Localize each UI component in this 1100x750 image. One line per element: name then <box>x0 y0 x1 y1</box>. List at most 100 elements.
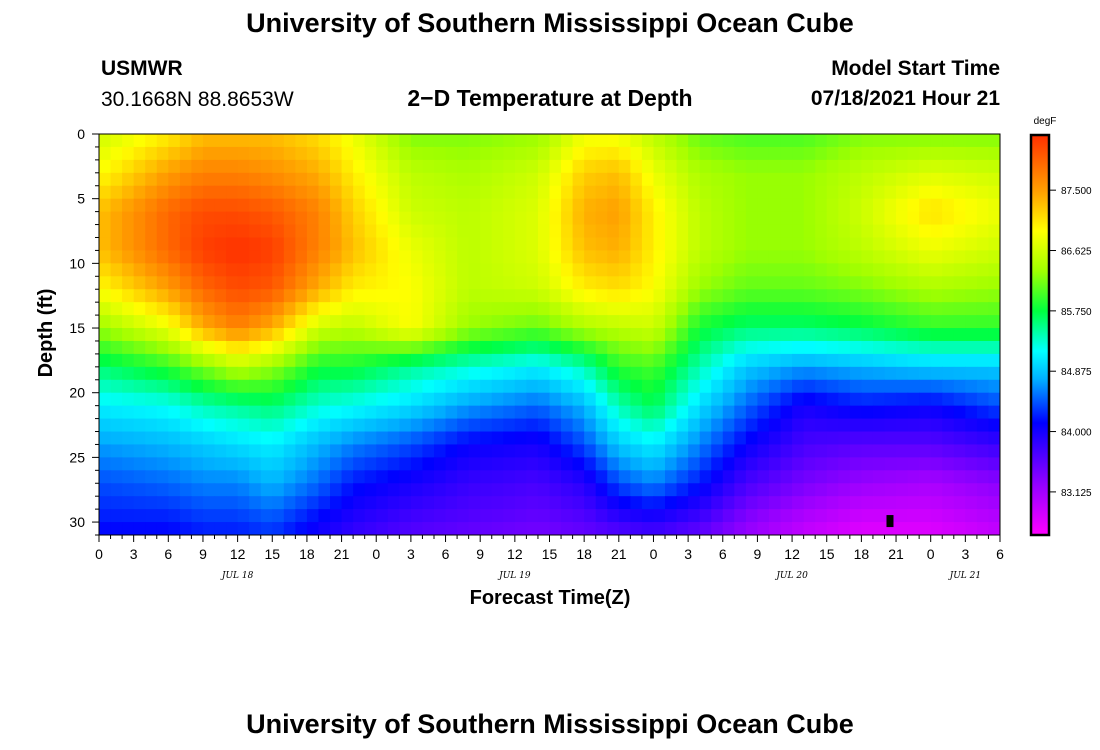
heatmap-cell <box>179 315 193 329</box>
heatmap-cell <box>272 366 285 381</box>
heatmap-cell <box>202 431 216 446</box>
heatmap-cell <box>942 431 955 446</box>
heatmap-cell <box>584 198 597 213</box>
heatmap-cell <box>745 172 759 187</box>
heatmap-cell <box>965 340 978 355</box>
heatmap-cell <box>122 405 135 420</box>
heatmap-cell <box>711 379 724 394</box>
heatmap-cell <box>572 315 585 329</box>
heatmap-cell <box>665 470 678 484</box>
heatmap-cell <box>122 185 135 200</box>
heatmap-cell <box>226 405 239 420</box>
heatmap-cell <box>919 159 932 174</box>
heatmap-cell <box>514 237 527 252</box>
heatmap-cell <box>353 185 366 200</box>
heatmap-cell <box>491 302 504 316</box>
heatmap-cell <box>815 340 828 355</box>
heatmap-cell <box>168 302 181 316</box>
heatmap-cell <box>907 134 920 148</box>
heatmap-cell <box>491 431 504 446</box>
heatmap-cell <box>249 146 262 161</box>
heatmap-cell <box>965 211 978 226</box>
heatmap-cell <box>618 276 631 290</box>
heatmap-cell <box>318 185 331 200</box>
x-tick-label: 21 <box>611 546 627 562</box>
heatmap-cell <box>665 392 678 407</box>
heatmap-cell <box>930 379 943 394</box>
heatmap-cell <box>422 470 435 484</box>
heatmap-cell <box>699 211 712 226</box>
heatmap-cell <box>260 379 273 394</box>
heatmap-cell <box>260 353 273 368</box>
heatmap-cell <box>122 302 135 316</box>
heatmap-cell <box>445 522 458 535</box>
heatmap-cell <box>838 418 851 433</box>
heatmap-cell <box>191 172 204 187</box>
heatmap-cell <box>688 340 701 355</box>
heatmap-cell <box>780 250 793 264</box>
heatmap-cell <box>711 250 724 264</box>
heatmap-cell <box>942 237 955 252</box>
heatmap-cell <box>514 198 527 213</box>
heatmap-cell <box>410 302 424 316</box>
heatmap-cell <box>237 211 250 226</box>
heatmap-cell <box>526 263 539 277</box>
heatmap-cell <box>272 522 285 535</box>
heatmap-cell <box>907 509 920 523</box>
heatmap-cell <box>792 250 805 264</box>
heatmap-cell <box>618 379 631 394</box>
heatmap-cell <box>734 379 747 394</box>
heatmap-cell <box>803 470 816 484</box>
heatmap-cell <box>988 340 1000 355</box>
heatmap-cell <box>699 379 712 394</box>
heatmap-cell <box>780 172 793 187</box>
heatmap-cell <box>665 159 678 174</box>
heatmap-cell <box>676 146 689 161</box>
heatmap-cell <box>168 146 181 161</box>
heatmap-cell <box>780 366 793 381</box>
heatmap-cell <box>179 237 193 252</box>
heatmap-cell <box>618 405 631 420</box>
heatmap-cell <box>364 418 377 433</box>
heatmap-cell <box>572 289 585 303</box>
heatmap-cell <box>514 263 527 277</box>
heatmap-cell <box>387 134 400 148</box>
heatmap-cell <box>930 146 943 161</box>
heatmap-cell <box>665 276 678 290</box>
heatmap-cell <box>330 315 343 329</box>
heatmap-cell <box>665 366 678 381</box>
heatmap-cell <box>202 146 216 161</box>
heatmap-cell <box>676 185 689 200</box>
heatmap-cell <box>422 159 435 174</box>
heatmap-cell <box>295 159 308 174</box>
heatmap-cell <box>387 315 400 329</box>
page-title: University of Southern Mississippi Ocean… <box>246 8 854 38</box>
x-tick-label: 12 <box>230 546 246 562</box>
heatmap-cell <box>468 315 481 329</box>
heatmap-cell <box>145 353 158 368</box>
heatmap-cell <box>942 457 955 471</box>
heatmap-cell <box>202 263 216 277</box>
heatmap-cell <box>930 328 943 342</box>
heatmap-cell <box>410 470 424 484</box>
heatmap-cell <box>457 276 470 290</box>
heatmap-cell <box>514 444 527 458</box>
heatmap-cell <box>872 379 886 394</box>
heatmap-cell <box>919 134 932 148</box>
heatmap-cell <box>734 509 747 523</box>
heatmap-cell <box>318 509 331 523</box>
heatmap-cell <box>306 237 320 252</box>
heatmap-cell <box>826 250 839 264</box>
heatmap-cell <box>815 146 828 161</box>
heatmap-cell <box>341 146 354 161</box>
heatmap-cell <box>283 470 296 484</box>
heatmap-cell <box>965 470 978 484</box>
heatmap-cell <box>318 444 331 458</box>
heatmap-cell <box>988 315 1000 329</box>
heatmap-cell <box>260 302 273 316</box>
heatmap-cell <box>838 444 851 458</box>
heatmap-cell <box>561 496 574 510</box>
heatmap-cell <box>711 522 724 535</box>
heatmap-cell <box>491 134 504 148</box>
